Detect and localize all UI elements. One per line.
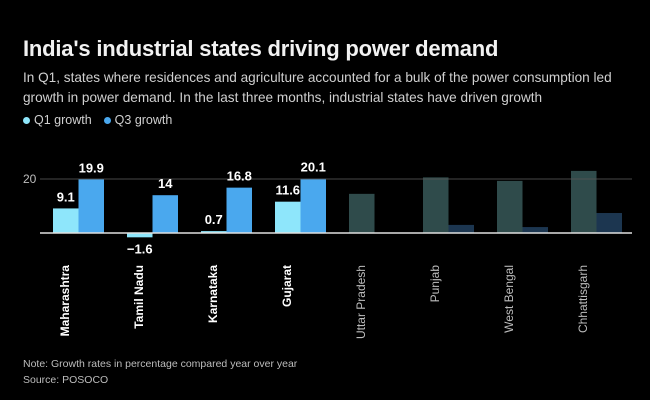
legend-label-q1: Q1 growth [34,113,92,127]
category-label: West Bengal [502,265,516,333]
bar-q3-chhattisgarh [596,213,622,233]
bar-q1-karnataka [201,231,227,233]
data-label: 14 [158,176,173,191]
bar-q3-west-bengal [522,227,548,233]
legend-label-q3: Q3 growth [114,113,173,127]
legend: Q1 growth Q3 growth [23,113,172,127]
data-label: 9.1 [57,189,75,204]
bar-q3-karnataka [226,187,252,233]
bar-q1-west-bengal [497,180,523,233]
bar-q3-punjab [448,224,474,233]
legend-item-q3: Q3 growth [103,113,173,127]
category-label: Maharashtra [58,265,72,337]
source-text: Source: POSOCO [23,374,109,386]
bar-q3-maharashtra [78,179,104,233]
bar-q1-uttar-pradesh [349,193,375,233]
data-label: 0.7 [205,212,223,227]
bar-q3-gujarat [300,178,326,233]
category-label: Karnataka [206,265,220,323]
category-label: Gujarat [280,265,294,307]
data-label: −1.6 [127,241,153,256]
chart-title: India's industrial states driving power … [23,36,499,61]
legend-swatch-q1 [23,116,30,124]
category-label: Uttar Pradesh [354,265,368,339]
chart-subtitle: In Q1, states where residences and agric… [23,70,612,105]
data-label: 16.8 [227,169,252,184]
data-label: 20.1 [301,160,326,175]
category-label: Tamil Nadu [132,265,146,329]
note-text: Note: Growth rates in percentage compare… [23,358,298,370]
category-label: Chhattisgarh [576,265,590,333]
footnote: Note: Growth rates in percentage compare… [23,356,297,388]
bar-q1-punjab [423,177,449,233]
category-label: Punjab [428,265,442,303]
bar-q1-chhattisgarh [571,170,597,233]
bar-q1-tamil-nadu [127,233,153,238]
data-label: 19.9 [79,160,104,175]
legend-item-q1: Q1 growth [23,113,92,127]
bar-q1-gujarat [275,201,301,233]
bar-q1-maharashtra [53,208,79,233]
data-label: 11.6 [275,183,300,198]
y-tick-label: 20 [23,172,37,186]
legend-swatch-q3 [103,116,111,124]
bar-q3-tamil-nadu [152,195,178,233]
